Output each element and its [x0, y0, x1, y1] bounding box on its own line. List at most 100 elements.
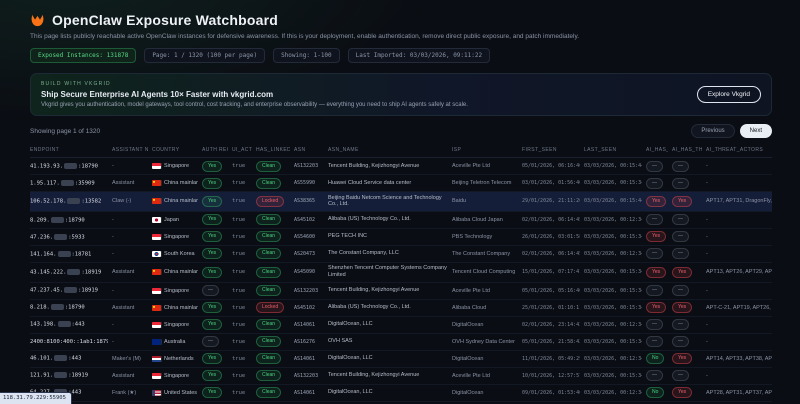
last-seen-cell: 03/03/2026, 00:12:34	[584, 216, 642, 223]
asn-name-cell: DigitalOcean, LLC	[328, 389, 373, 396]
endpoint-cell[interactable]: 46.101.:443	[30, 355, 82, 362]
table-row[interactable]: 1.95.117.:35909 Assistant China mainland Ye…	[30, 175, 772, 192]
endpoint-cell[interactable]: 141.164.:18781	[30, 250, 92, 257]
ai-has-breach-cell: Yes	[646, 302, 668, 313]
table-row[interactable]: 141.164.:18781 - South Korea Yes true Clean AS…	[30, 246, 772, 263]
assistant-name-cell: -	[112, 163, 114, 169]
endpoint-cell[interactable]: 106.52.178.:13582	[30, 198, 102, 205]
endpoint-cell[interactable]: 143.198.:443	[30, 321, 85, 328]
ai-has-breach-cell: —	[646, 336, 668, 347]
last-imported-badge: Last Imported: 03/03/2026, 09:11:22	[347, 48, 491, 63]
auth-required-cell: Yes	[202, 370, 228, 381]
threat-actors-cell: APT28, APT31, APT37, APT38, Cobalt Group	[706, 389, 772, 396]
endpoint-cell[interactable]: 47.237.45.:18919	[30, 287, 98, 294]
table-row[interactable]: 8.209.:18790 - Japan Yes true Clean AS45102 Ali…	[30, 212, 772, 229]
ai-has-threat-actor-pill: —	[672, 160, 689, 172]
linked-creds-cell: Clean	[256, 231, 290, 243]
first-seen-cell: 26/01/2026, 03:01:58	[522, 233, 580, 240]
first-seen-cell: 03/01/2026, 01:56:46	[522, 180, 580, 186]
table-row[interactable]: 8.218.:18790 Assistant China mainland Yes tr…	[30, 300, 772, 317]
ai-has-breach-pill: Yes	[646, 266, 667, 278]
endpoint-cell[interactable]: 47.236.:5933	[30, 233, 85, 240]
linked-creds-pill: Clean	[256, 370, 282, 381]
auth-required-pill: Yes	[202, 177, 223, 189]
flag-cn-icon	[152, 180, 162, 186]
ai-has-threat-actor-cell: Yes	[672, 195, 702, 207]
endpoint-cell[interactable]: 43.145.222.:18919	[30, 268, 102, 276]
redacted-ip-segment	[50, 216, 64, 223]
auth-required-cell: Yes	[202, 160, 228, 172]
auth-required-pill: Yes	[202, 248, 223, 260]
linked-creds-cell: Locked	[256, 302, 290, 313]
ui-active-cell: true	[232, 180, 246, 186]
explore-vkgrid-button[interactable]: Explore Vkgrid	[696, 86, 761, 103]
table-row[interactable]: 47.236.:5933 - Singapore Yes true Clean AS5460…	[30, 229, 772, 246]
table-row[interactable]: 2400:8100:400::1ab1:18790-Australia—true…	[30, 334, 772, 351]
promo-text: BUILD WITH VKGRID Ship Secure Enterprise…	[41, 81, 468, 108]
assistant-name-cell: Frank (★)	[112, 389, 137, 396]
ai-has-threat-actor-pill: —	[672, 336, 689, 347]
table-header-row: ENDPOINT ASSISTANT NAME COUNTRY AUTH REQUIR…	[30, 144, 772, 158]
ai-has-threat-actor-cell: —	[672, 248, 702, 260]
endpoint-cell[interactable]: 1.95.117.:35909	[30, 179, 95, 187]
country-cell: United States	[152, 389, 198, 396]
ui-active-cell: true	[232, 198, 246, 205]
endpoint-cell[interactable]: 8.218.:18790	[30, 304, 85, 311]
assistant-name-cell: -	[112, 216, 114, 223]
endpoint-cell[interactable]: 2400:8100:400::1ab1:18790	[30, 338, 108, 345]
ui-active-cell: true	[232, 163, 246, 169]
threat-actors-cell: -	[706, 250, 708, 257]
table-row[interactable]: 47.237.45.:18919 - Singapore — true Clean AS13…	[30, 283, 772, 300]
first-seen-cell: 11/01/2026, 05:49:29	[522, 355, 580, 362]
table-row[interactable]: 43.145.222.:18919 Assistant China mainland…	[30, 263, 772, 283]
last-seen-cell: 03/03/2026, 00:15:34	[584, 180, 642, 186]
country-cell: China mainland	[152, 198, 198, 205]
ai-has-threat-actor-pill: Yes	[672, 302, 693, 313]
ai-has-threat-actor-pill: —	[672, 319, 689, 330]
asn-cell: AS132203	[294, 287, 319, 294]
stats-badges: Exposed Instances: 131878 Page: 1 / 1320…	[30, 48, 772, 63]
flag-cn-icon	[152, 198, 162, 205]
redacted-ip-segment	[54, 372, 68, 379]
redacted-ip-segment	[64, 162, 78, 169]
table-row[interactable]: 121.91.:18919 Assistant Singapore Yes true Cl…	[30, 368, 772, 385]
linked-creds-cell: Clean	[256, 370, 290, 381]
auth-required-cell: Yes	[202, 353, 228, 364]
table-row[interactable]: 106.52.178.:13582 Claw (-) China mainland Y…	[30, 192, 772, 212]
isp-cell: Alibaba Cloud	[452, 304, 487, 311]
ai-has-threat-actor-cell: —	[672, 231, 702, 243]
column-header: ASSISTANT NAME	[112, 147, 148, 153]
first-seen-cell: 09/01/2026, 01:53:46	[522, 389, 580, 396]
table-row[interactable]: 41.193.93.:18790 - Singapore Yes true Clean AS…	[30, 158, 772, 175]
ai-has-breach-pill: —	[646, 248, 663, 260]
last-seen-cell: 03/03/2026, 00:15:34	[584, 287, 642, 294]
exposure-table: ENDPOINT ASSISTANT NAME COUNTRY AUTH REQUIR…	[30, 144, 772, 404]
country-name: United States	[164, 389, 198, 396]
asn-cell: AS14061	[294, 355, 316, 362]
ai-has-breach-pill: Yes	[646, 195, 667, 207]
assistant-name-cell: -	[112, 250, 114, 257]
endpoint-cell[interactable]: 41.193.93.:18790	[30, 162, 98, 170]
ai-has-breach-pill: —	[646, 160, 663, 172]
table-row[interactable]: 143.198.:443 - Singapore Yes true Clean AS1406…	[30, 317, 772, 334]
table-row[interactable]: 46.101.:443 Maker's (M) Netherlands Yes true…	[30, 351, 772, 368]
auth-required-cell: Yes	[202, 387, 228, 398]
asn-cell: AS14061	[294, 389, 316, 396]
ui-active-cell: true	[232, 216, 246, 223]
ai-has-breach-cell: —	[646, 319, 668, 330]
endpoint-cell[interactable]: 121.91.:18919	[30, 372, 89, 379]
isp-cell: Alibaba Cloud Japan	[452, 216, 503, 223]
previous-page-button[interactable]: Previous	[691, 124, 735, 138]
linked-creds-cell: Locked	[256, 195, 290, 207]
linked-creds-cell: Clean	[256, 319, 290, 330]
auth-required-pill: Yes	[202, 266, 223, 278]
endpoint-cell[interactable]: 8.209.:18790	[30, 216, 85, 223]
threat-actors-cell: APT17, APT31, DragonFly, El Machete, Gaz	[706, 198, 772, 205]
ai-has-breach-cell: —	[646, 370, 668, 381]
linked-creds-cell: Clean	[256, 285, 290, 296]
promo-eyebrow: BUILD WITH VKGRID	[41, 81, 111, 87]
next-page-button[interactable]: Next	[739, 124, 772, 138]
linked-creds-pill: Clean	[256, 387, 282, 398]
ai-has-threat-actor-cell: —	[672, 160, 702, 172]
